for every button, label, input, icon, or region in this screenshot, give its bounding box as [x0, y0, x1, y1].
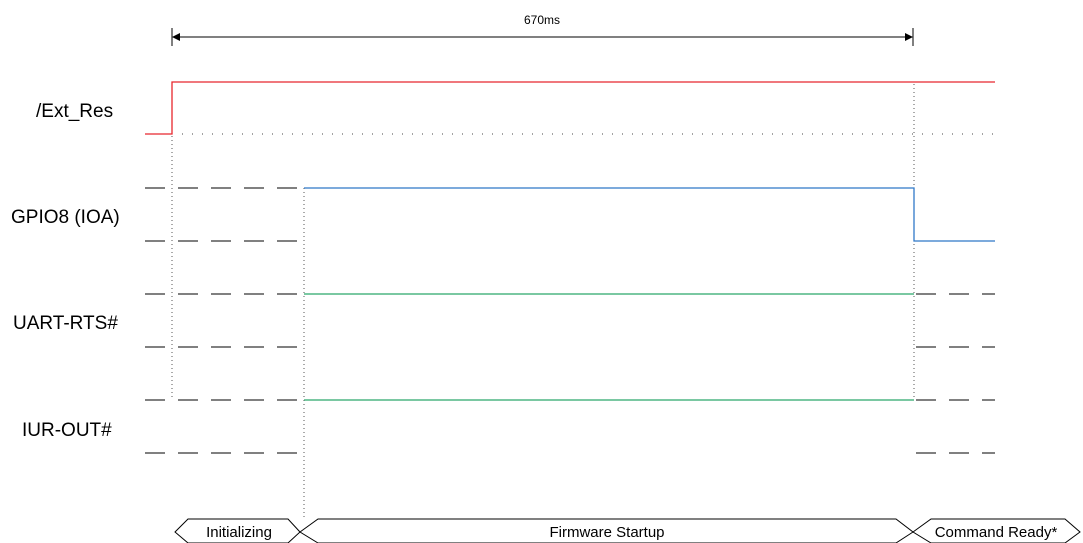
duration-label: 670ms: [524, 13, 560, 27]
phase-bar: [174, 518, 1081, 543]
waveform-ext-res: [145, 81, 995, 135]
phase-label-command-ready: Command Ready*: [935, 524, 1058, 541]
phase-label-initializing: Initializing: [206, 524, 272, 541]
gpio8-trace: [304, 187, 995, 242]
phase-command-ready-shape: [912, 518, 1081, 543]
signal-label-iur-out: IUR-OUT#: [22, 420, 112, 441]
duration-dimension: 670ms: [171, 13, 914, 46]
signal-label-gpio8: GPIO8 (IOA): [11, 207, 120, 228]
waveform-gpio8: [145, 187, 995, 242]
phase-label-firmware-startup: Firmware Startup: [549, 524, 664, 541]
guide-lines: [171, 84, 915, 518]
signal-label-ext-res: /Ext_Res: [36, 101, 113, 122]
waveform-iur-out: [145, 399, 995, 454]
signal-label-uart-rts: UART-RTS#: [13, 313, 118, 334]
ext-res-trace: [145, 81, 995, 135]
waveform-uart-rts: [145, 293, 995, 348]
